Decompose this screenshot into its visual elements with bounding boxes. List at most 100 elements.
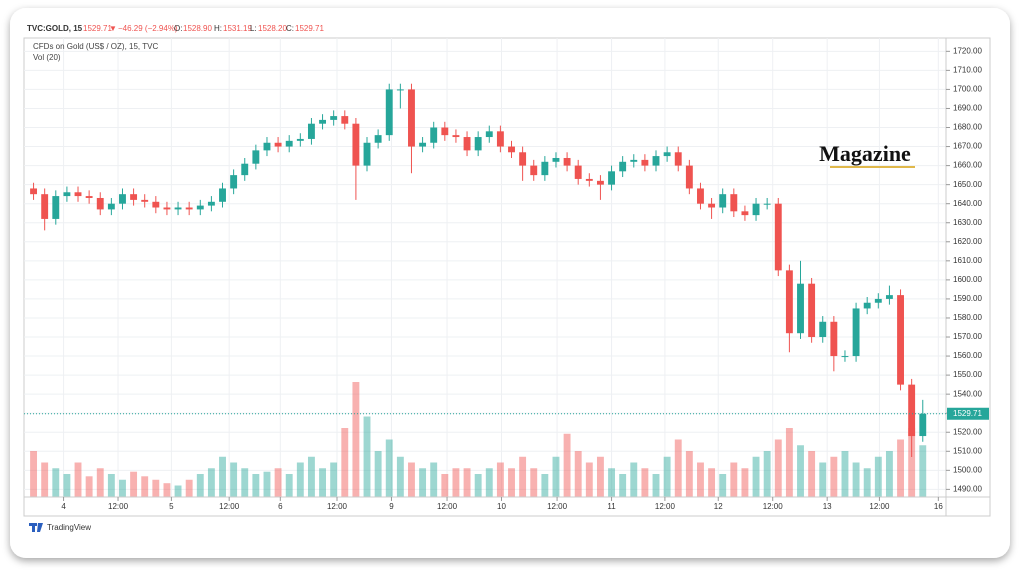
x-tick-label: 6 [278,502,283,511]
candle-body [752,203,760,216]
header: TVC:GOLD, 15 1529.71 ▼ −46.29 (−2.94%) O… [27,24,324,33]
candle-body [419,142,427,147]
volume-bar [363,416,371,497]
candle-body [174,207,182,210]
volume-bar [785,428,793,497]
y-tick-label: 1600.00 [953,275,982,284]
candle-body [152,201,160,208]
y-tick-label: 1700.00 [953,85,982,94]
ohlc-key: L: [250,24,257,33]
volume-bar [385,439,393,497]
volume-bar [830,456,838,497]
y-tick-label: 1640.00 [953,199,982,208]
candle-body [608,171,615,185]
y-tick-label: 1510.00 [953,446,982,455]
candle-body [263,142,271,151]
y-tick-label: 1520.00 [953,427,982,436]
volume-bar [219,456,226,497]
candle-body [785,270,793,334]
candle-body [619,161,627,172]
candle-body [563,157,571,166]
candle-body [763,203,771,205]
x-tick-label: 16 [934,502,943,511]
candle-body [908,384,916,437]
volume-bar [352,382,360,497]
last-price-label: 1529.71 [953,409,982,418]
candle-body [396,89,404,91]
volume-bar [819,462,827,497]
candle-body [730,194,738,212]
footer: TradingView [47,523,91,532]
candle-body [96,197,104,210]
candle-body [341,116,349,124]
volume-bar [396,456,404,497]
ohlc-key: H: [214,24,222,33]
ohlc-value: 1528.20 [258,24,287,33]
volume-bar [585,462,593,497]
candle-body [63,192,71,197]
y-tick-label: 1680.00 [953,123,982,132]
candle-body [585,178,593,181]
candle-body [430,127,438,143]
x-tick-label: 12:00 [547,502,568,511]
candle-body [797,283,804,334]
volume-bar [85,476,93,497]
candle-body [596,180,604,185]
volume-bar [897,439,904,497]
y-tick-label: 1550.00 [953,370,982,379]
volume-bar [63,474,71,497]
symbol: TVC:GOLD, 15 [27,24,83,33]
volume-bar [119,479,126,497]
volume-bar [30,451,38,497]
volume-bar [241,468,249,497]
candle-body [352,123,360,166]
candles [30,83,927,458]
volume-bar [852,462,860,497]
candle-body [919,413,927,437]
candle-body [296,138,304,141]
candle-body [463,137,471,151]
y-tick-label: 1570.00 [953,332,982,341]
volume-bar [496,462,504,497]
x-tick-label: 12:00 [437,502,458,511]
volume-bar [463,468,471,497]
volume-bar [730,462,738,497]
ohlc-value: 1531.19 [223,24,252,33]
y-tick-label: 1710.00 [953,65,982,74]
candle-body [274,142,282,147]
volume-bar [752,456,760,497]
volume-bar [374,451,382,497]
candle-body [508,146,515,153]
candle-body [41,194,49,219]
candle-body [574,165,582,179]
volume-bar [96,468,104,497]
x-tick-label: 12:00 [219,502,240,511]
volume-bar [196,474,204,497]
y-tick-label: 1660.00 [953,161,982,170]
candle-body [741,211,749,216]
volume-bar [252,474,260,497]
volume-bar [519,456,527,497]
volume-bar [541,474,549,497]
candle-body [719,194,727,208]
x-tick-label: 12:00 [763,502,784,511]
volume-bar [141,476,149,497]
footer-logo: TradingView [29,523,91,532]
volume-bar [130,471,138,497]
candle-body [641,159,649,166]
candle-body [674,152,682,166]
candle-body [30,188,38,195]
x-tick-label: 4 [61,502,66,511]
volume-bar [285,474,293,497]
candle-body [374,135,382,143]
candle-body [897,295,904,385]
candle-body [119,194,126,204]
candle-body [252,150,260,164]
volume-bar [563,433,571,497]
volume-bar [263,471,271,497]
x-tick-label: 11 [607,502,616,511]
candle-body [52,196,60,219]
volume-bar [741,468,749,497]
volume-bar [619,474,627,497]
volume-bar [663,456,671,497]
